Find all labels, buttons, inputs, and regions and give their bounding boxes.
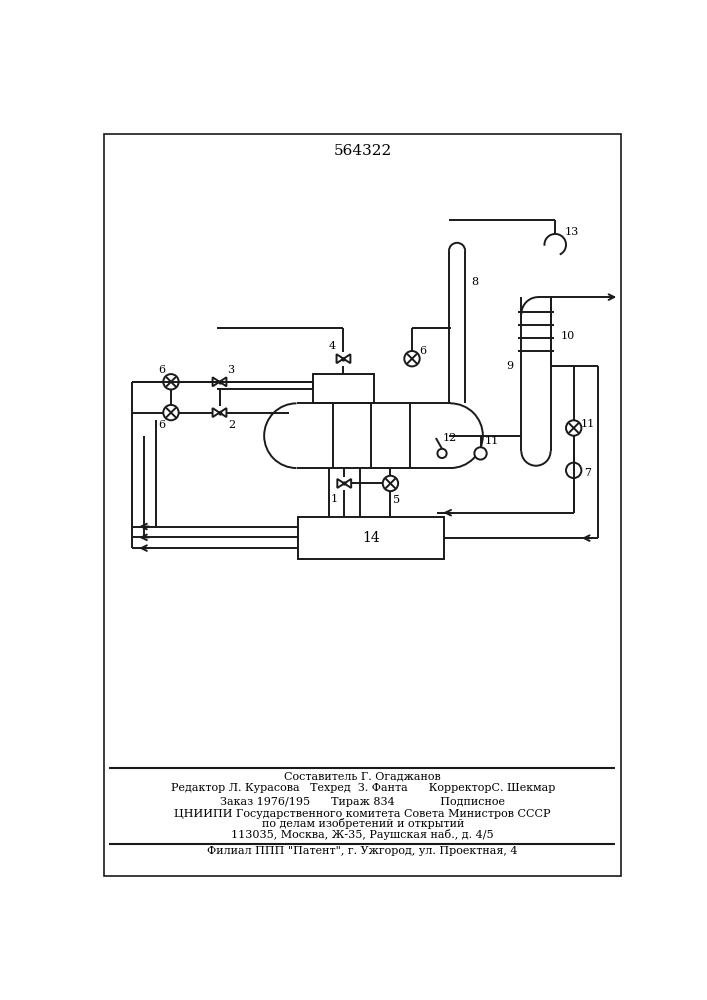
Text: 10: 10 [561,331,575,341]
Text: Филиал ППП "Патент", г. Ужгород, ул. Проектная, 4: Филиал ППП "Патент", г. Ужгород, ул. Про… [207,846,518,856]
Circle shape [474,447,486,460]
Polygon shape [219,377,226,386]
Text: Заказ 1976/195      Тираж 834             Подписное: Заказ 1976/195 Тираж 834 Подписное [220,797,506,807]
Text: 8: 8 [472,277,479,287]
Text: Составитель Г. Огаджанов: Составитель Г. Огаджанов [284,771,441,781]
Text: 3: 3 [228,365,235,375]
Polygon shape [344,354,351,363]
Text: Редактор Л. Курасова   Техред  З. Фанта      КорректорС. Шекмар: Редактор Л. Курасова Техред З. Фанта Кор… [170,783,555,793]
Circle shape [566,420,581,436]
Text: 7: 7 [584,468,591,478]
Text: 11: 11 [484,436,498,446]
Text: 6: 6 [158,365,165,375]
Circle shape [382,476,398,491]
Text: 6: 6 [419,346,426,356]
Circle shape [163,405,179,420]
Circle shape [404,351,420,366]
Polygon shape [337,479,344,488]
Circle shape [163,374,179,390]
Text: 13: 13 [565,227,579,237]
Text: 1: 1 [331,494,338,504]
Text: 12: 12 [443,433,457,443]
Text: 9: 9 [506,361,513,371]
Bar [298,517,444,559]
Text: 5: 5 [393,495,400,505]
Text: ЦНИИПИ Государственного комитета Совета Министров СССР: ЦНИИПИ Государственного комитета Совета … [175,809,551,819]
Bar [312,374,374,403]
Text: 6: 6 [158,420,165,430]
Text: 4: 4 [328,341,336,351]
Circle shape [438,449,447,458]
Text: 11: 11 [580,419,595,429]
Polygon shape [219,408,226,417]
Text: 564322: 564322 [334,144,392,158]
Text: 14: 14 [362,531,380,545]
Text: по делам изобретений и открытий: по делам изобретений и открытий [262,818,464,829]
Polygon shape [213,408,219,417]
Text: 2: 2 [228,420,235,430]
Polygon shape [344,479,351,488]
Text: 113035, Москва, Ж-35, Раушская наб., д. 4/5: 113035, Москва, Ж-35, Раушская наб., д. … [231,829,494,840]
Circle shape [566,463,581,478]
Polygon shape [213,377,219,386]
Polygon shape [337,354,344,363]
